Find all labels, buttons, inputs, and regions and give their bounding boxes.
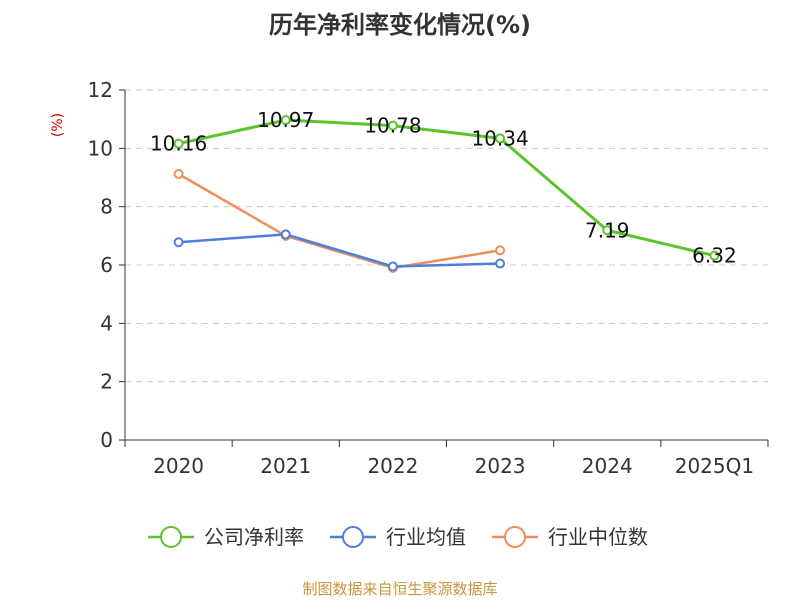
y-tick-label: 12 bbox=[88, 78, 113, 102]
data-point[interactable] bbox=[387, 120, 398, 131]
y-tick-label: 8 bbox=[100, 195, 113, 219]
x-tick-label: 2021 bbox=[260, 454, 311, 478]
data-point[interactable] bbox=[280, 229, 291, 240]
legend-item-1[interactable]: 行业均值 bbox=[330, 525, 466, 549]
legend-label: 公司净利率 bbox=[204, 525, 304, 549]
x-tick-label: 2020 bbox=[153, 454, 204, 478]
legend-label: 行业中位数 bbox=[548, 525, 648, 549]
series-line-0 bbox=[178, 118, 715, 258]
data-point[interactable] bbox=[173, 169, 184, 179]
y-axis-unit: (%) bbox=[50, 113, 66, 137]
y-tick-label: 10 bbox=[88, 136, 113, 160]
data-point[interactable] bbox=[709, 250, 720, 261]
y-tick-label: 4 bbox=[100, 311, 113, 335]
series-lines bbox=[173, 115, 720, 273]
legend-item-2[interactable]: 行业中位数 bbox=[492, 525, 648, 549]
data-point[interactable] bbox=[495, 133, 506, 144]
legend-label: 行业均值 bbox=[386, 525, 466, 549]
data-point[interactable] bbox=[495, 258, 506, 269]
series-line-1 bbox=[178, 233, 501, 268]
data-label: 10.34 bbox=[471, 126, 528, 150]
data-label: 6.32 bbox=[692, 244, 737, 268]
axes: 0 2 4 6 8 10 12 2020 2021 2022 2023 2024 2025Q1 bbox=[88, 78, 769, 478]
legend-swatch-marker bbox=[342, 526, 364, 548]
data-point[interactable] bbox=[602, 225, 613, 236]
data-point[interactable] bbox=[387, 261, 398, 272]
x-tick-label: 2025Q1 bbox=[675, 454, 754, 478]
x-tick-label: 2022 bbox=[367, 454, 418, 478]
data-point[interactable] bbox=[280, 115, 291, 126]
y-tick-label: 0 bbox=[100, 428, 113, 452]
data-label: 10.97 bbox=[257, 108, 314, 132]
data-label: 10.78 bbox=[364, 114, 421, 138]
y-tick-label: 2 bbox=[100, 370, 113, 394]
data-labels: 10.16 10.97 10.78 10.34 7.19 6.32 bbox=[150, 108, 737, 268]
data-label: 7.19 bbox=[585, 218, 630, 242]
y-tick-label: 6 bbox=[100, 253, 113, 277]
legend-item-0[interactable]: 公司净利率 bbox=[148, 525, 304, 549]
legend-swatch-marker bbox=[504, 526, 526, 548]
legend[interactable]: 公司净利率 行业均值 行业中位数 bbox=[148, 525, 648, 549]
x-tick-label: 2023 bbox=[475, 454, 526, 478]
series-line-2 bbox=[177, 172, 501, 270]
data-point[interactable] bbox=[173, 237, 184, 248]
legend-swatch-marker bbox=[160, 526, 182, 548]
source-note: 制图数据来自恒生聚源数据库 bbox=[302, 580, 497, 598]
data-point[interactable] bbox=[173, 138, 184, 149]
data-label: 10.16 bbox=[150, 132, 207, 156]
chart-title: 历年净利率变化情况(%) bbox=[269, 11, 531, 39]
x-tick-label: 2024 bbox=[582, 454, 633, 478]
data-point[interactable] bbox=[495, 245, 506, 256]
